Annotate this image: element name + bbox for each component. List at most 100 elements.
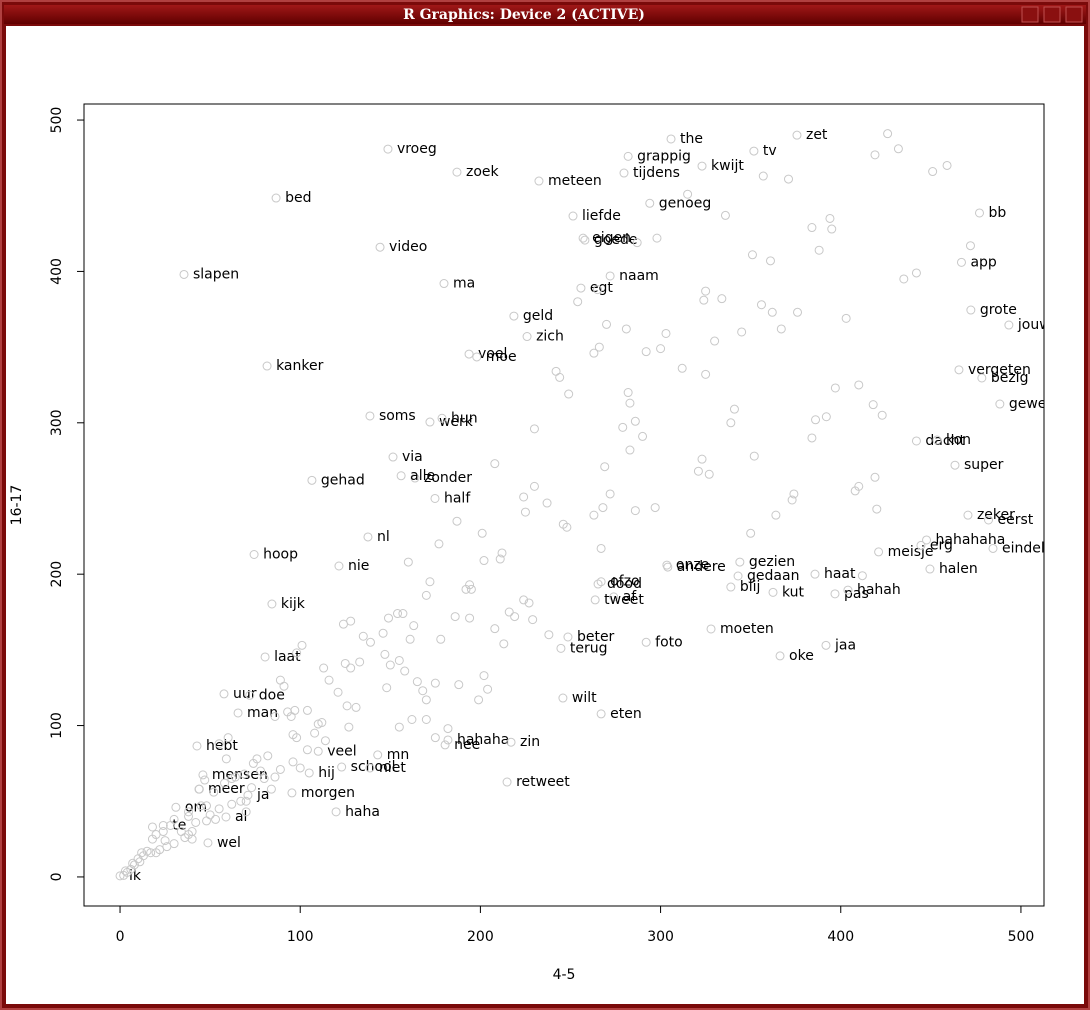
point	[461, 584, 471, 594]
point	[966, 305, 976, 315]
point	[214, 804, 224, 814]
window-buttons[interactable]	[1021, 6, 1083, 23]
point	[176, 827, 186, 837]
point	[641, 347, 651, 357]
point-label: gedaan	[747, 568, 799, 584]
point	[827, 224, 837, 234]
point	[405, 634, 415, 644]
point	[334, 561, 344, 571]
point	[219, 689, 229, 699]
point-label: vroeg	[397, 141, 437, 157]
close-button[interactable]	[1065, 6, 1083, 23]
point	[169, 814, 179, 824]
point	[373, 750, 383, 760]
point	[666, 134, 676, 144]
point-label: naam	[619, 268, 659, 284]
point	[710, 336, 720, 346]
point-label: voel	[478, 346, 507, 362]
maximize-button[interactable]	[1043, 6, 1061, 23]
point-label: tijdens	[633, 165, 680, 181]
point-label: gehad	[321, 472, 365, 488]
window-title: R Graphics: Device 2 (ACTIVE)	[403, 7, 645, 23]
point-label: kut	[782, 584, 805, 600]
point	[825, 213, 835, 223]
point	[641, 637, 651, 647]
point-label: wel	[217, 835, 241, 851]
point	[630, 416, 640, 426]
x-tick-label: 100	[287, 929, 314, 945]
point	[771, 510, 781, 520]
point-label: morgen	[301, 785, 355, 801]
point-label: pas	[844, 586, 869, 602]
point	[650, 503, 660, 513]
point	[466, 584, 476, 594]
point	[623, 151, 633, 161]
point-label: eindelijk	[1002, 540, 1062, 556]
point	[749, 451, 759, 461]
point	[562, 522, 572, 532]
point	[394, 655, 404, 665]
point	[868, 400, 878, 410]
point	[221, 754, 231, 764]
point	[697, 161, 707, 171]
point-label: kanker	[276, 358, 324, 374]
point	[932, 435, 942, 445]
point	[320, 736, 330, 746]
point	[434, 539, 444, 549]
point	[558, 693, 568, 703]
point	[942, 160, 952, 170]
minimize-button[interactable]	[1021, 6, 1039, 23]
point	[701, 369, 711, 379]
point	[519, 492, 529, 502]
point-label: nie	[348, 558, 369, 574]
title-bar	[4, 5, 1086, 24]
point-label: veel	[327, 743, 356, 759]
point-label: zet	[806, 127, 828, 143]
point	[965, 241, 975, 251]
point-label: doe	[259, 687, 285, 703]
point	[775, 651, 785, 661]
point-label: nl	[377, 529, 390, 545]
point	[576, 283, 586, 293]
point-label: liefde	[582, 208, 621, 224]
point-label: andere	[677, 559, 726, 575]
point	[211, 814, 221, 824]
point	[192, 741, 202, 751]
point-label: af	[623, 589, 638, 605]
point	[807, 223, 817, 233]
point	[621, 324, 631, 334]
point	[221, 812, 231, 822]
point	[351, 702, 361, 712]
point	[337, 762, 347, 772]
point	[830, 589, 840, 599]
point	[380, 649, 390, 659]
point	[600, 462, 610, 472]
point-label: goede	[594, 232, 638, 248]
point-label: ma	[453, 276, 475, 292]
point	[310, 728, 320, 738]
point-label: kon	[946, 432, 971, 448]
point-label: bezig	[991, 370, 1029, 386]
point	[789, 489, 799, 499]
point	[342, 701, 352, 711]
point	[573, 297, 583, 307]
point-label: ofzo	[610, 574, 639, 590]
point	[625, 445, 635, 455]
point	[249, 550, 259, 560]
point-label: eten	[610, 706, 642, 722]
point	[396, 471, 406, 481]
point	[510, 612, 520, 622]
point	[954, 365, 964, 375]
point	[697, 454, 707, 464]
point-label: bed	[285, 190, 311, 206]
point	[333, 687, 343, 697]
point	[425, 417, 435, 427]
x-tick-label: 200	[467, 929, 494, 945]
point-label: te	[172, 817, 186, 833]
point	[578, 233, 588, 243]
point	[977, 373, 987, 383]
point-label: ik	[129, 868, 142, 884]
point	[259, 774, 269, 784]
point-label: jaa	[834, 637, 856, 653]
point	[270, 772, 280, 782]
